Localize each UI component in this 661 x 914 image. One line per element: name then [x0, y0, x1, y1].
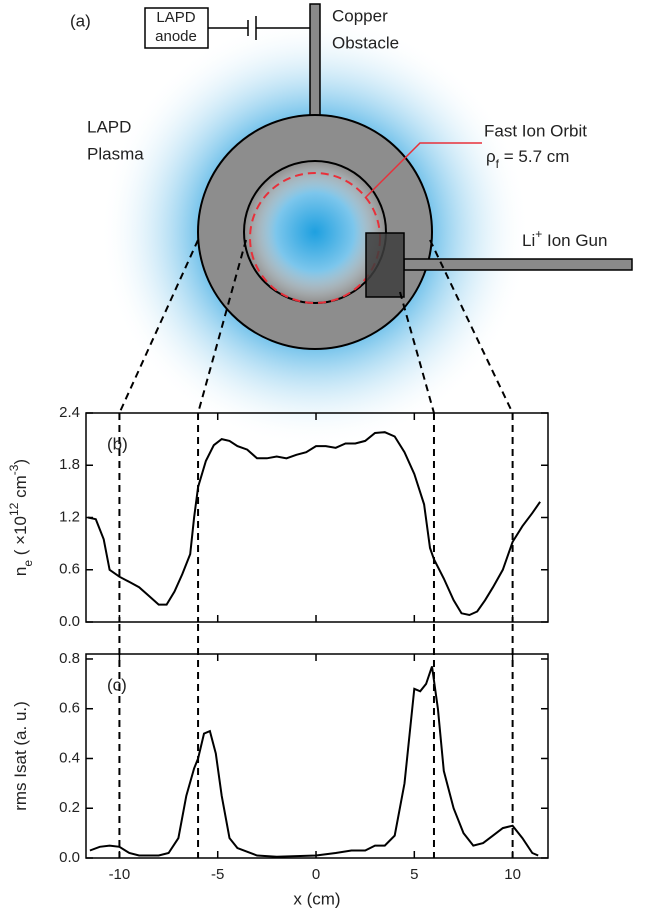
- obstacle-label: Obstacle: [332, 33, 399, 52]
- x-axis-label: x (cm): [293, 889, 340, 908]
- text-part: Li: [522, 231, 535, 250]
- panel-label: (b): [107, 434, 128, 453]
- text-part: ): [11, 459, 30, 465]
- text-part: ( ×10: [11, 516, 30, 560]
- obstacle-label: Copper: [332, 6, 388, 25]
- y-axis-label: rms Isat (a. u.): [11, 701, 30, 811]
- y-tick-label: 0.8: [59, 650, 80, 667]
- text-part: e: [21, 560, 35, 567]
- plot-frame: [85, 653, 549, 859]
- text-part: 12: [7, 502, 21, 516]
- gun-rod: [403, 258, 633, 271]
- x-tick-label: 0: [312, 866, 320, 883]
- text-part: -3: [7, 464, 21, 475]
- obstacle-rod: [309, 3, 321, 121]
- y-tick-label: 0.0: [59, 613, 80, 630]
- orbit-pointer: [364, 142, 482, 199]
- connector-line: [429, 239, 514, 414]
- x-tick-label: -10: [109, 866, 131, 883]
- x-tick-label: 5: [410, 866, 418, 883]
- anode-label: LAPD: [156, 9, 195, 26]
- text-part: n: [11, 567, 30, 576]
- y-tick-label: 0.4: [59, 749, 80, 766]
- battery: [208, 16, 310, 40]
- text-part: f: [496, 157, 500, 171]
- x-tick-label: -5: [211, 866, 224, 883]
- y-tick-label: 0.6: [59, 561, 80, 578]
- y-tick-label: 0.6: [59, 700, 80, 717]
- text-part: = 5.7 cm: [499, 147, 569, 166]
- connector-line: [118, 239, 199, 414]
- orbit-radius-label: ρf = 5.7 cm: [486, 147, 569, 171]
- x-tick-label: 10: [504, 866, 521, 883]
- plasma-label: Plasma: [87, 144, 144, 163]
- text-part: Ion Gun: [542, 231, 607, 250]
- obstacle-inner: [243, 160, 387, 304]
- panel-label: (a): [70, 11, 91, 30]
- diagram: (a) LAPD anode Copper Obstacle LAPD Plas…: [70, 3, 633, 447]
- data-line: [89, 666, 539, 858]
- plasma-label: LAPD: [87, 117, 131, 136]
- y-tick-label: 0.0: [59, 849, 80, 866]
- y-tick-label: 1.2: [59, 508, 80, 525]
- y-tick-label: 2.4: [59, 404, 80, 421]
- anode-label: anode: [155, 28, 197, 45]
- y-tick-label: 1.8: [59, 456, 80, 473]
- data-line: [87, 431, 541, 617]
- gun-label: Li+ Ion Gun: [522, 227, 607, 250]
- text-part: +: [535, 227, 542, 241]
- connector-line: [197, 239, 247, 414]
- y-axis-label: ne ( ×1012 cm-3): [7, 459, 35, 576]
- ion-gun: [365, 232, 405, 298]
- y-tick-label: 0.2: [59, 799, 80, 816]
- connector-line: [399, 291, 435, 414]
- text-part: rms Isat (a. u.): [11, 701, 30, 811]
- orbit-label: Fast Ion Orbit: [484, 121, 587, 140]
- text-part: ρ: [486, 147, 496, 166]
- text-part: cm: [11, 475, 30, 502]
- panel-label: (c): [107, 675, 127, 694]
